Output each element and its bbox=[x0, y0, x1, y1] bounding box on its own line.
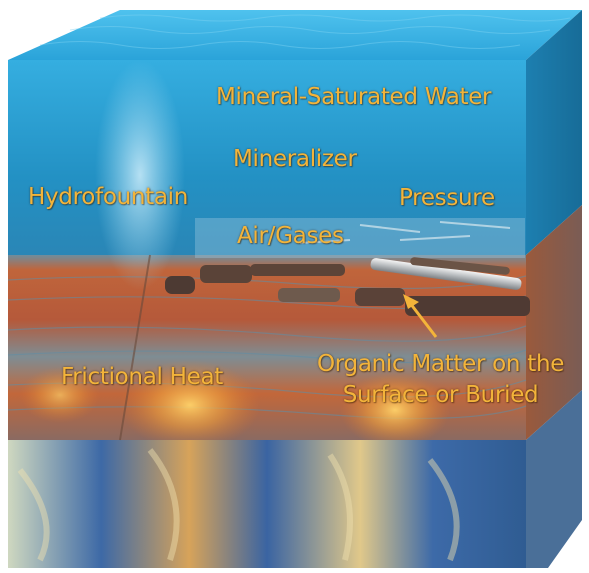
label-mineral-saturated-water: Mineral-Saturated Water bbox=[216, 84, 492, 110]
hydrofountain-plume bbox=[95, 60, 185, 290]
sediment-side-face bbox=[526, 205, 582, 440]
organic-matter-arrow bbox=[408, 302, 438, 338]
label-air-gases: Air/Gases bbox=[237, 223, 344, 249]
water-top-surface bbox=[8, 10, 582, 60]
organic-matter bbox=[165, 257, 530, 316]
label-organic-matter-line2: Surface or Buried bbox=[342, 381, 539, 408]
heat-glow-right bbox=[340, 372, 450, 448]
label-hydrofountain: Hydrofountain bbox=[28, 184, 189, 210]
water-layer bbox=[8, 60, 526, 255]
label-frictional-heat: Frictional Heat bbox=[61, 364, 223, 390]
organic-matter-arrowhead bbox=[403, 294, 419, 309]
label-pressure: Pressure bbox=[399, 185, 495, 211]
deep-rock-layer bbox=[8, 440, 526, 568]
heat-glow-left bbox=[120, 360, 260, 450]
water-texture bbox=[39, 14, 571, 49]
hydrofountain-fissure bbox=[119, 254, 151, 441]
deep-rock-side-face bbox=[526, 390, 582, 568]
deep-rock-swirls bbox=[17, 448, 460, 562]
heat-glow-small bbox=[20, 367, 100, 423]
label-organic-matter-line1: Organic Matter on the bbox=[317, 351, 565, 377]
label-organic-matter: Organic Matter on the Surface or Buried bbox=[317, 349, 564, 410]
water-side-face bbox=[526, 10, 582, 255]
floating-debris bbox=[299, 221, 511, 244]
label-mineralizer: Mineralizer bbox=[233, 146, 357, 172]
